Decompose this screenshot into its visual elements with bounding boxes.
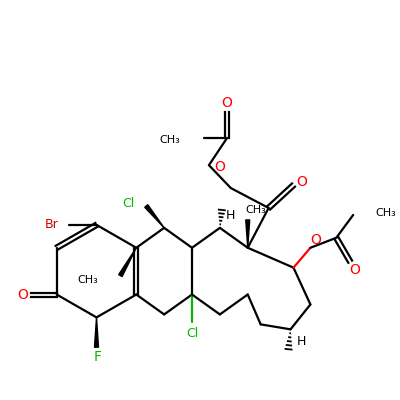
Polygon shape	[94, 317, 98, 347]
Text: CH₃: CH₃	[245, 205, 266, 215]
Polygon shape	[145, 205, 164, 228]
Text: Br: Br	[45, 218, 59, 231]
Text: Cl: Cl	[122, 198, 134, 210]
Text: O: O	[221, 96, 232, 110]
Text: H: H	[226, 210, 236, 222]
Text: O: O	[18, 288, 28, 302]
Text: O: O	[296, 175, 307, 189]
Text: F: F	[94, 350, 102, 364]
Text: H: H	[297, 335, 306, 348]
Text: O: O	[214, 160, 225, 174]
Polygon shape	[246, 220, 250, 248]
Text: O: O	[350, 263, 361, 277]
Polygon shape	[119, 248, 136, 276]
Text: O: O	[310, 233, 321, 247]
Text: CH₃: CH₃	[78, 274, 98, 284]
Text: CH₃: CH₃	[375, 208, 396, 218]
Text: CH₃: CH₃	[159, 135, 180, 145]
Text: Cl: Cl	[186, 327, 198, 340]
